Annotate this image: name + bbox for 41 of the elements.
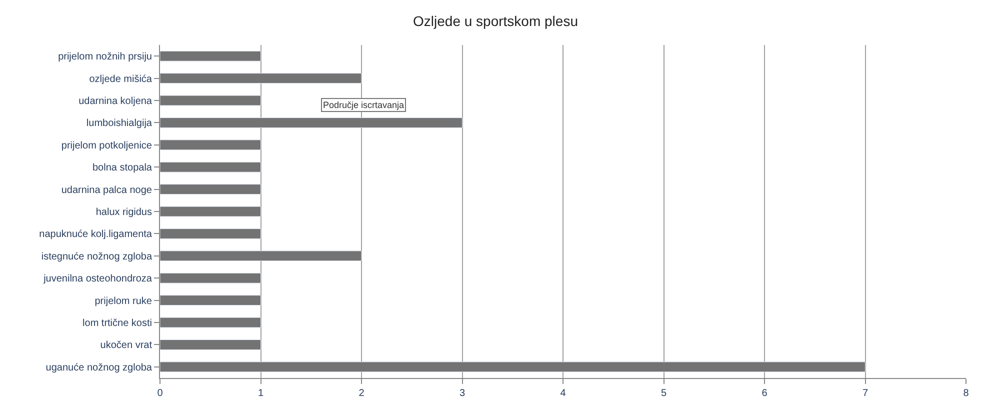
bar bbox=[160, 140, 261, 150]
x-tick-label: 5 bbox=[660, 388, 667, 399]
x-tick-label: 4 bbox=[560, 388, 566, 399]
x-tick-label: 8 bbox=[963, 388, 970, 399]
x-tick-label: 0 bbox=[157, 388, 164, 399]
y-tick-label: ozljede mišića bbox=[89, 74, 152, 85]
x-tick-label: 2 bbox=[358, 388, 365, 399]
bar bbox=[160, 339, 261, 350]
x-tick-label: 3 bbox=[459, 388, 466, 399]
y-tick-label: lumboishialgija bbox=[86, 118, 152, 130]
bar bbox=[160, 117, 462, 128]
bar bbox=[160, 250, 362, 262]
y-tick-label: napuknuće kolj.ligamenta bbox=[39, 229, 152, 240]
x-tick-label: 7 bbox=[862, 388, 868, 399]
y-tick-label: uganuće nožnog zgloba bbox=[46, 362, 152, 374]
y-tick-label: prijelom ruke bbox=[94, 296, 152, 307]
y-tick-label: halux rigidus bbox=[96, 207, 152, 218]
y-tick-label: prijelom nožnih prsiju bbox=[58, 52, 152, 63]
annotation: Područje iscrtavanja bbox=[323, 100, 404, 110]
bar bbox=[160, 272, 261, 284]
bar bbox=[160, 184, 261, 195]
chart-title: Ozljede u sportskom plesu bbox=[413, 13, 578, 30]
y-tick-label: istegnuće nožnog zgloba bbox=[41, 251, 152, 262]
bar bbox=[160, 362, 866, 372]
y-tick-label: lom trtične kosti bbox=[82, 318, 152, 329]
y-tick-label: prijelom potkoljenice bbox=[61, 140, 152, 152]
bar bbox=[160, 95, 261, 106]
bar bbox=[160, 295, 261, 306]
bar bbox=[160, 228, 261, 239]
bar bbox=[160, 162, 261, 172]
y-tick-label: udarnina koljena bbox=[78, 96, 152, 107]
bar bbox=[160, 317, 261, 328]
y-tick-label: ukočen vrat bbox=[100, 340, 152, 352]
y-tick-label: bolna stopala bbox=[92, 162, 152, 174]
bar bbox=[160, 50, 261, 62]
y-tick-label: udarnina palca noge bbox=[61, 184, 152, 196]
x-tick-label: 6 bbox=[762, 388, 768, 399]
bar bbox=[160, 73, 362, 84]
bar bbox=[160, 206, 261, 217]
x-tick-label: 1 bbox=[258, 388, 264, 399]
y-tick-label: juvenilna osteohondroza bbox=[42, 274, 152, 285]
